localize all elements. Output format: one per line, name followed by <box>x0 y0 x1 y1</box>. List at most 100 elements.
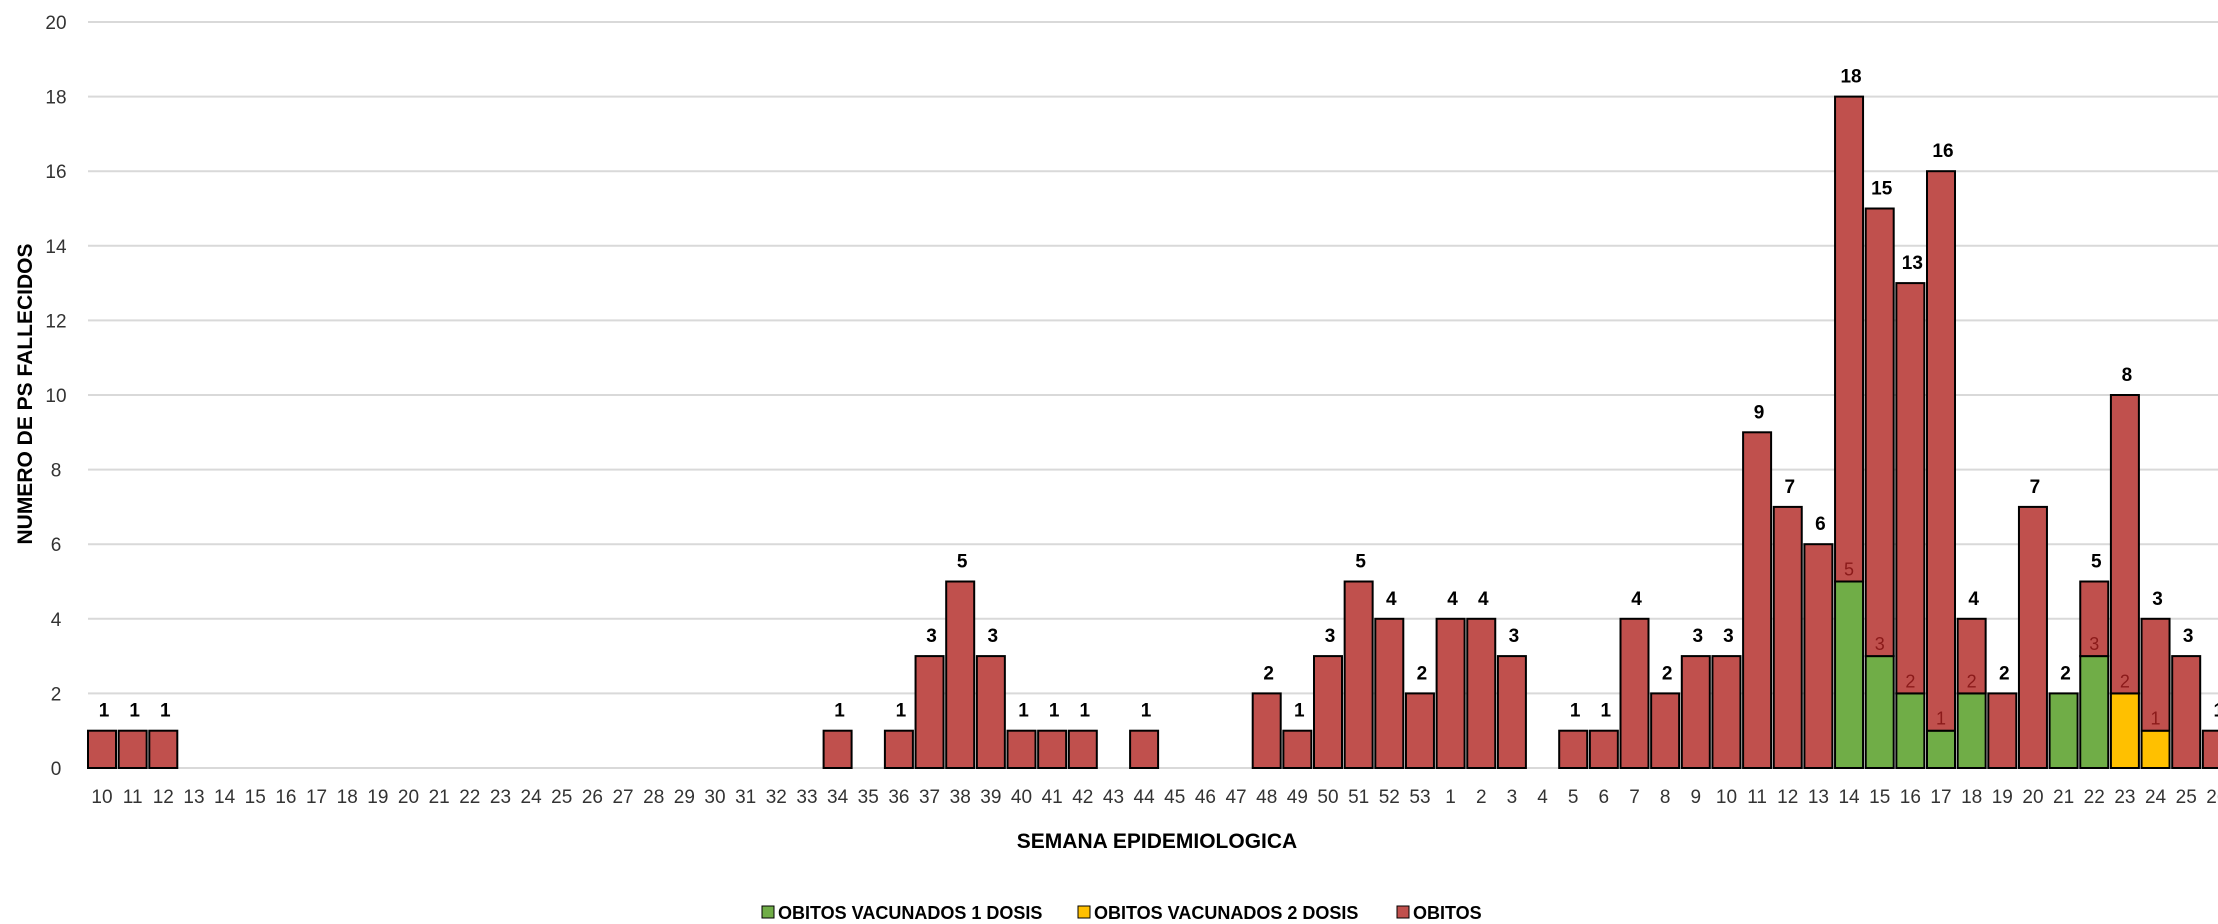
bar-segment <box>148 729 179 770</box>
bar-segment <box>1711 655 1742 769</box>
x-tick-label: 25 <box>2176 787 2197 808</box>
bar-segment <box>945 580 976 769</box>
bar-segment <box>1343 580 1374 769</box>
x-tick-label: 14 <box>1838 787 1860 808</box>
x-tick-label: 8 <box>1660 787 1671 808</box>
bar-segment <box>1374 617 1405 769</box>
bar-segment <box>87 729 117 770</box>
x-tick-label: 10 <box>91 787 112 808</box>
data-label: 5 <box>957 552 968 573</box>
data-label: 4 <box>1631 589 1642 610</box>
x-tick-label: 2 <box>1476 787 1487 808</box>
x-tick-label: 24 <box>2145 787 2167 808</box>
data-label: 18 <box>1840 67 1861 88</box>
x-tick-label: 38 <box>950 787 971 808</box>
data-label: 3 <box>2183 626 2194 647</box>
x-tick-label: 15 <box>1869 787 1890 808</box>
x-tick-label: 19 <box>367 787 388 808</box>
bar-segment <box>2079 655 2110 769</box>
x-tick-label: 11 <box>123 787 143 808</box>
x-tick-label: 17 <box>1930 787 1951 808</box>
x-tick-label: 43 <box>1103 787 1124 808</box>
data-label: 2 <box>1263 663 1274 684</box>
data-label: 1 <box>2214 701 2218 722</box>
y-tick-label: 20 <box>45 13 66 34</box>
x-tick-label: 53 <box>1409 787 1430 808</box>
x-tick-label: 15 <box>245 787 266 808</box>
y-tick-label: 4 <box>51 610 62 631</box>
data-label: 1 <box>99 701 110 722</box>
data-label: 3 <box>2152 589 2163 610</box>
x-tick-label: 6 <box>1599 787 1610 808</box>
y-tick-label: 6 <box>51 535 62 556</box>
bar-segment <box>883 729 914 770</box>
bar-segment <box>2048 692 2079 770</box>
bar-segment <box>1895 282 1926 695</box>
x-tick-label: 22 <box>459 787 480 808</box>
data-label: 3 <box>1509 626 1520 647</box>
bar-segment <box>1772 505 1803 769</box>
x-tick-label: 18 <box>337 787 358 808</box>
x-axis-ticks: 10 11 12 13 14 15 16 17 18 19 20 21 22 23 24 25 26 27 28 29… <box>91 787 2218 808</box>
data-label: 4 <box>1447 589 1458 610</box>
x-tick-label: 26 <box>2206 787 2218 808</box>
bar-segment <box>1864 207 1895 658</box>
x-tick-label: 42 <box>1072 787 1093 808</box>
y-tick-label: 18 <box>45 88 66 109</box>
x-tick-label: 13 <box>1808 787 1829 808</box>
inner-data-label: 2 <box>2120 671 2130 691</box>
x-tick-label: 27 <box>612 787 633 808</box>
y-tick-label: 8 <box>51 461 62 482</box>
x-tick-label: 17 <box>306 787 327 808</box>
data-label: 3 <box>1693 626 1704 647</box>
x-tick-label: 47 <box>1225 787 1246 808</box>
bar-segment <box>975 655 1006 769</box>
x-tick-label: 16 <box>1900 787 1921 808</box>
data-label: 4 <box>1968 589 1979 610</box>
legend-label: OBITOS <box>1413 903 1482 923</box>
legend-swatch <box>761 905 775 919</box>
x-tick-label: 9 <box>1691 787 1702 808</box>
x-axis-title: SEMANA EPIDEMIOLOGICA <box>1017 830 1297 853</box>
data-label: 6 <box>1815 514 1826 535</box>
bar-segment <box>1680 655 1711 769</box>
data-label: 2 <box>1417 663 1428 684</box>
bar-segment <box>2079 580 2110 658</box>
x-tick-label: 20 <box>398 787 419 808</box>
data-label: 1 <box>1049 701 1060 722</box>
x-tick-label: 10 <box>1716 787 1737 808</box>
bar-segment <box>1435 617 1466 769</box>
x-tick-label: 11 <box>1747 787 1767 808</box>
data-label: 9 <box>1754 402 1765 423</box>
legend-label: OBITOS VACUNADOS 1 DOSIS <box>778 903 1042 923</box>
y-tick-label: 12 <box>45 311 66 332</box>
data-label: 1 <box>834 701 845 722</box>
x-tick-label: 46 <box>1195 787 1216 808</box>
x-tick-label: 1 <box>1445 787 1456 808</box>
bar-segment <box>1987 692 2018 770</box>
x-tick-label: 12 <box>153 787 174 808</box>
x-tick-label: 39 <box>980 787 1001 808</box>
bar-segment <box>1466 617 1497 769</box>
data-label: 2 <box>1999 663 2010 684</box>
x-tick-label: 32 <box>766 787 787 808</box>
bar-segment <box>1006 729 1037 770</box>
bar-segment <box>2140 617 2171 732</box>
data-label: 7 <box>1784 477 1795 498</box>
bar-segment <box>2201 729 2218 770</box>
x-tick-label: 45 <box>1164 787 1185 808</box>
x-tick-label: 23 <box>2114 787 2135 808</box>
data-label: 5 <box>1355 552 1366 573</box>
inner-data-label: 2 <box>1905 671 1915 691</box>
data-label: 1 <box>160 701 171 722</box>
data-label: 13 <box>1902 253 1923 274</box>
x-tick-label: 44 <box>1134 787 1156 808</box>
x-tick-label: 21 <box>2053 787 2074 808</box>
data-label: 1 <box>1080 701 1091 722</box>
x-tick-label: 34 <box>827 787 849 808</box>
x-tick-label: 49 <box>1287 787 1308 808</box>
data-label: 1 <box>1570 701 1581 722</box>
x-tick-label: 16 <box>275 787 296 808</box>
